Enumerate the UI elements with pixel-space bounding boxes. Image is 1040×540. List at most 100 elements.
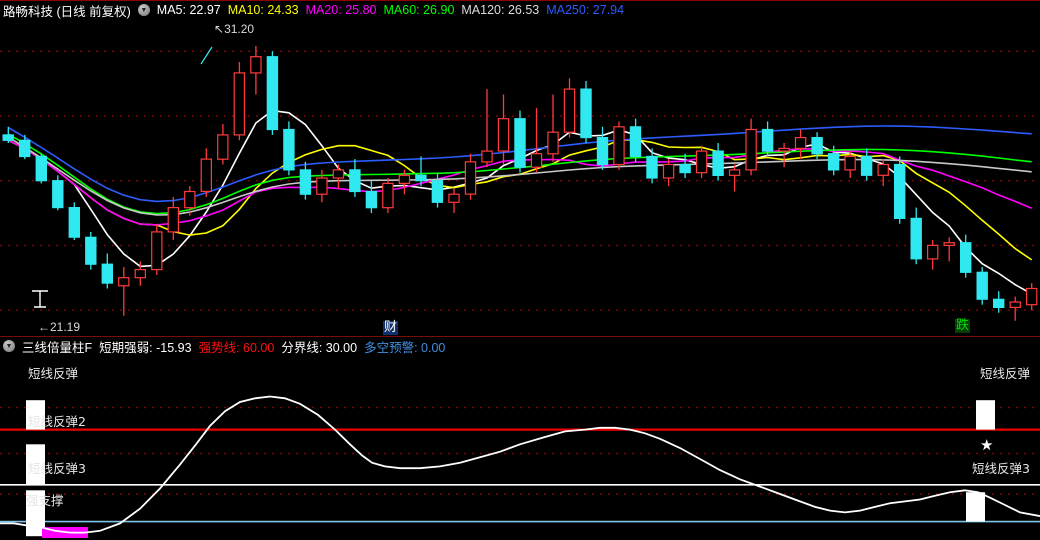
candle [761, 128, 774, 152]
candle [167, 207, 179, 233]
candle [382, 182, 394, 209]
candle [728, 169, 741, 176]
signal-bar [976, 400, 995, 430]
candle [580, 88, 592, 139]
candle [134, 269, 146, 279]
stock-title: 路畅科技 (日线 前复权) [3, 4, 131, 19]
candle [844, 155, 856, 171]
candle [464, 161, 477, 195]
candle [101, 263, 113, 284]
candle [200, 158, 212, 193]
candle [662, 163, 675, 179]
bull-bear-alert-readout: 多空预警: 0.00 [364, 340, 446, 355]
candle [712, 150, 724, 177]
candle [19, 139, 31, 158]
candle [629, 126, 642, 158]
candle [118, 277, 130, 287]
die-mark: 跌 [955, 318, 971, 333]
ma60-readout: MA60: 26.90 [383, 3, 455, 17]
strong-support-left-label: 强支撑 [26, 493, 64, 508]
buy-signal-star-icon: ★ [980, 437, 994, 454]
candle [976, 271, 988, 300]
candle [151, 231, 163, 271]
candle [827, 153, 840, 171]
low-price-annotation: ←21.19 [38, 320, 81, 334]
candle [860, 155, 873, 176]
candle [299, 169, 312, 195]
indicator-pane[interactable] [0, 356, 1040, 540]
ma20-readout: MA20: 25.80 [305, 3, 377, 17]
short-rebound-2-left-label: 短线反弹2 [28, 414, 86, 429]
candle [596, 136, 609, 166]
candle [514, 118, 526, 168]
candle [2, 134, 14, 141]
short-strength-readout: 短期强弱: -15.93 [99, 340, 192, 355]
strong-line-readout: 强势线: 60.00 [198, 340, 275, 355]
candle [68, 207, 80, 238]
candle [926, 244, 939, 260]
short-rebound-3-left-label: 短线反弹3 [28, 461, 86, 476]
candle [778, 147, 790, 152]
ma5-readout: MA5: 22.97 [156, 3, 221, 17]
boundary-line-readout: 分界线: 30.00 [281, 340, 358, 355]
ma250-readout: MA250: 27.94 [546, 3, 625, 17]
candle [85, 236, 97, 265]
candle [283, 128, 295, 171]
candle [266, 56, 279, 131]
low-marker-icon [32, 290, 48, 308]
candle [943, 242, 955, 246]
pane-divider [0, 336, 1040, 337]
candle [530, 153, 543, 168]
candle [811, 136, 823, 155]
candle [332, 169, 345, 179]
candle [233, 72, 245, 136]
candle [547, 131, 559, 155]
candle [1025, 287, 1038, 306]
candle [52, 180, 64, 209]
high-price-annotation: ↖31.20 [214, 22, 255, 36]
candle [448, 193, 460, 203]
candle [646, 155, 658, 179]
candle [745, 128, 757, 171]
short-rebound-1-left-label: 短线反弹 [28, 366, 79, 381]
high-arrow-icon: ↖ [214, 22, 225, 36]
cai-mark: 财 [383, 320, 399, 335]
candle [35, 155, 48, 182]
candle [992, 298, 1005, 308]
candlestick-chart [0, 45, 1040, 321]
candle [184, 190, 196, 209]
indicator-title: 三线倍量柱F [22, 340, 93, 355]
candle [910, 217, 922, 260]
candle [563, 88, 576, 133]
main-chart-header: 路畅科技 (日线 前复权) ▼ MA5: 22.97 MA10: 24.33 M… [0, 1, 1040, 19]
candle [431, 180, 444, 203]
signal-bar [966, 492, 985, 522]
ma120-readout: MA120: 26.53 [461, 3, 540, 17]
candle [695, 150, 708, 174]
signal-bar [26, 400, 45, 430]
short-rebound-3-right-label: 短线反弹3 [972, 461, 1030, 476]
low-arrow-icon: ← [38, 320, 50, 334]
candle [893, 163, 906, 220]
candle [1009, 301, 1021, 309]
candle [959, 242, 972, 273]
strength-line [0, 395, 1040, 534]
chevron-down-icon[interactable]: ▼ [137, 4, 150, 16]
price-chart-pane[interactable] [0, 19, 1040, 337]
candle [349, 169, 361, 193]
candle [316, 177, 328, 195]
candle [679, 163, 691, 174]
candle [497, 118, 510, 152]
signal-bar [26, 514, 45, 537]
candle [217, 134, 229, 160]
window-top-border [0, 0, 1040, 1]
ma10-readout: MA10: 24.33 [227, 3, 299, 17]
candle [481, 150, 493, 163]
short-rebound-1-right-label: 短线反弹 [980, 366, 1031, 381]
candle [613, 126, 625, 166]
chevron-down-icon-indicator[interactable]: ▼ [3, 340, 15, 352]
strength-indicator-chart [0, 395, 1040, 538]
signal-bar [26, 444, 45, 485]
indicator-header: ▼ 三线倍量柱F 短期强弱: -15.93 强势线: 60.00 分界线: 30… [0, 337, 1040, 355]
